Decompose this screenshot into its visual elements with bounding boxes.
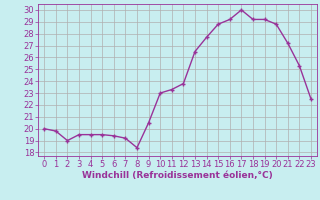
X-axis label: Windchill (Refroidissement éolien,°C): Windchill (Refroidissement éolien,°C): [82, 171, 273, 180]
